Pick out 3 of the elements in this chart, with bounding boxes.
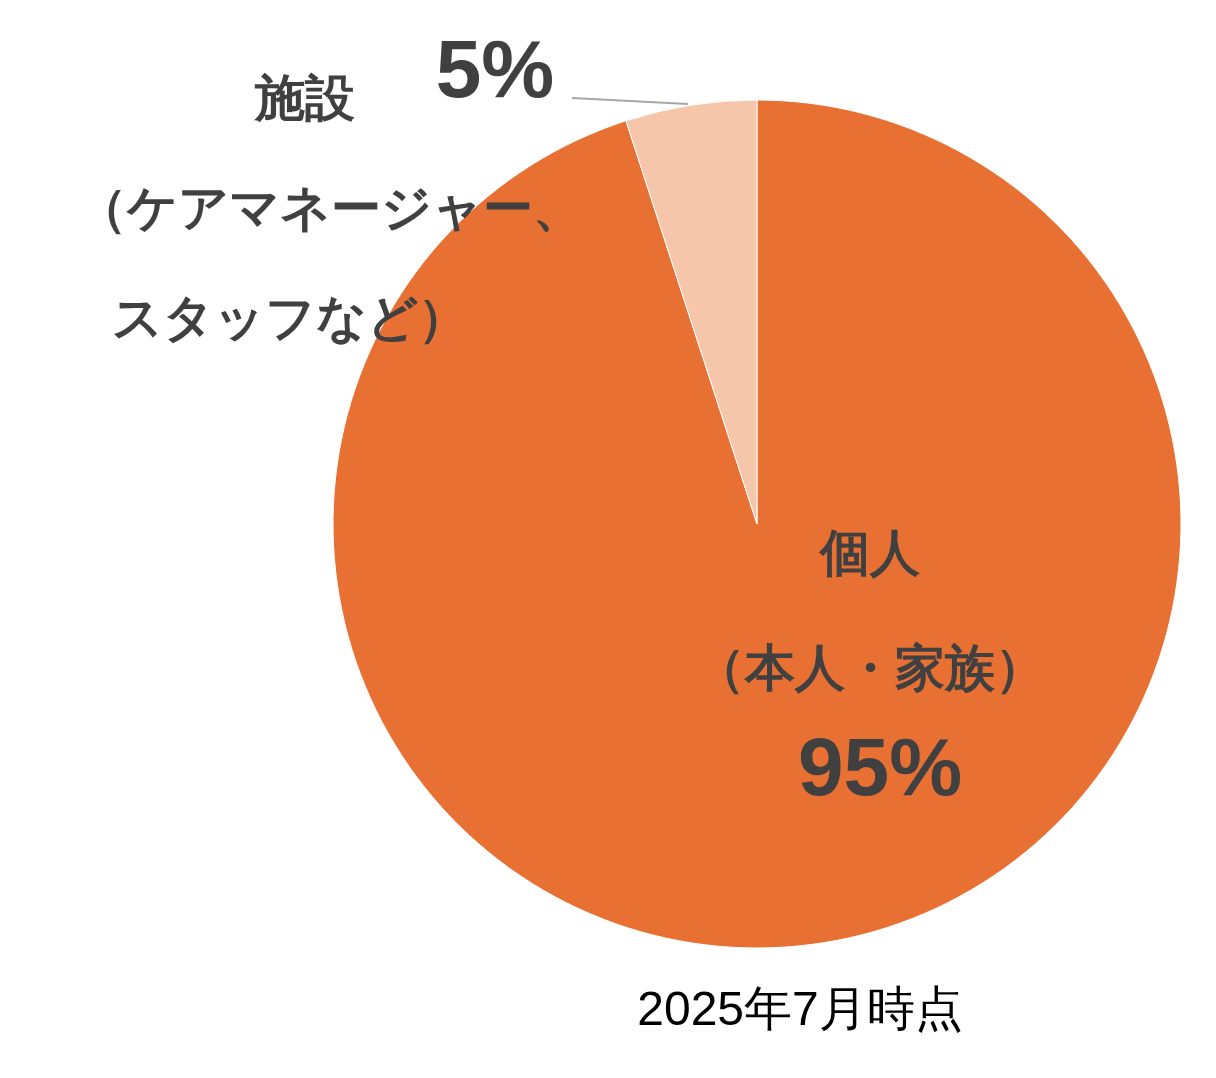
slice-label: 個人（本人・家族） — [695, 525, 1045, 696]
text: 2025年7月時点 — [637, 982, 963, 1035]
data-label: 95% — [797, 721, 963, 812]
